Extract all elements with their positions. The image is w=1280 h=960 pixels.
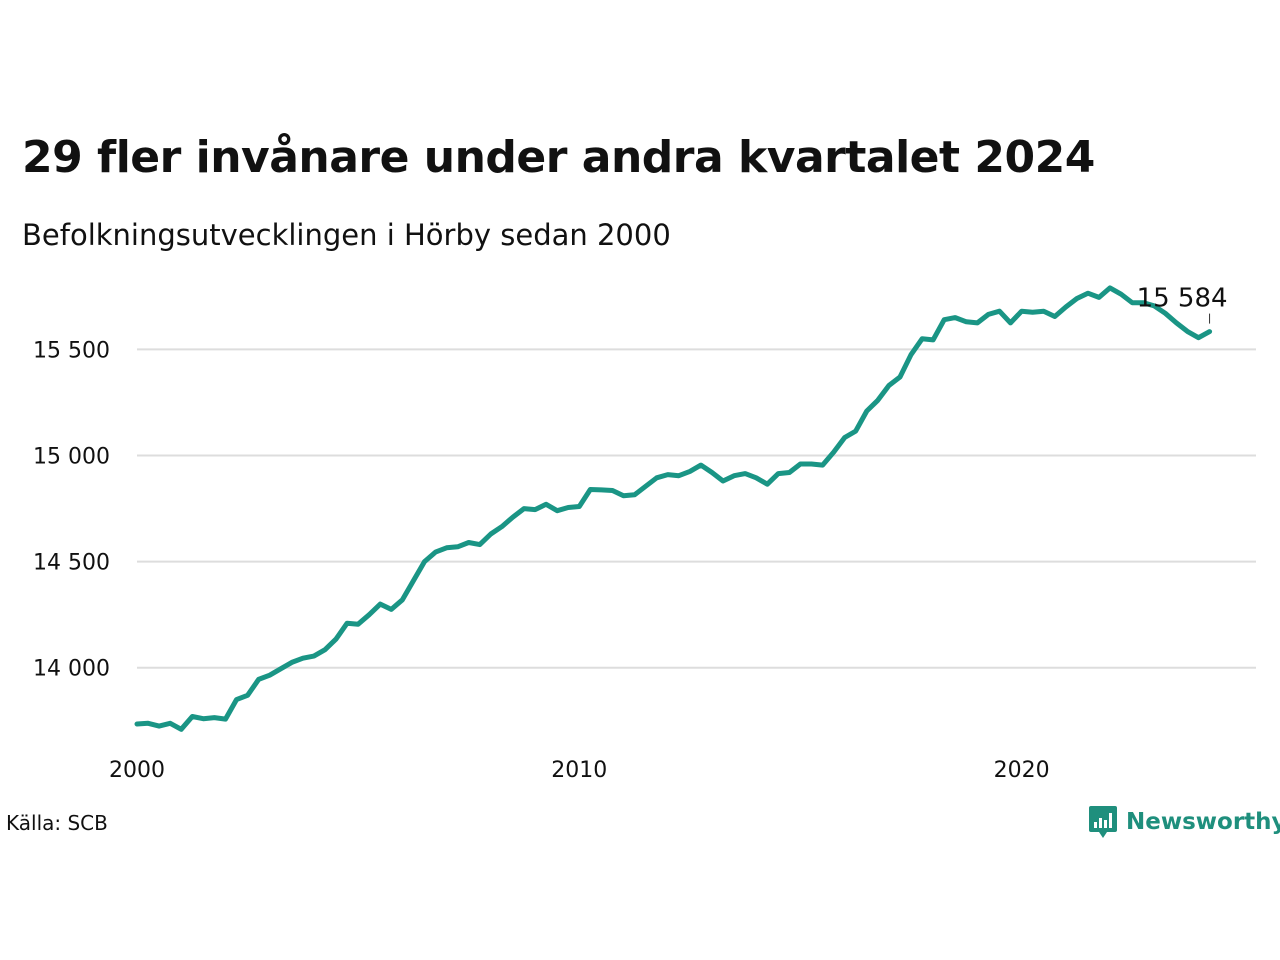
source-note: Källa: SCB [6, 811, 108, 835]
y-tick-label: 15 500 [33, 338, 110, 363]
newsworthy-logo-text: Newsworthy [1126, 809, 1280, 835]
line-chart: 14 000 14 500 15 000 15 500 2000 2010 2020 15… [33, 284, 1256, 783]
x-tick-label: 2010 [551, 758, 607, 783]
y-axis-labels: 14 000 14 500 15 000 15 500 [33, 338, 110, 681]
x-tick-label: 2000 [109, 758, 165, 783]
x-tick-label: 2020 [994, 758, 1050, 783]
chart-subtitle: Befolkningsutvecklingen i Hörby sedan 20… [22, 218, 671, 252]
series-line [134, 285, 1213, 732]
end-value-label: 15 584 [1137, 284, 1228, 314]
gridlines [137, 348, 1256, 669]
y-tick-label: 15 000 [33, 445, 110, 470]
y-tick-label: 14 500 [33, 551, 110, 576]
newsworthy-logo: Newsworthy [1088, 804, 1280, 840]
chart-title: 29 fler invånare under andra kvartalet 2… [22, 132, 1095, 183]
y-tick-label: 14 000 [33, 657, 110, 682]
x-axis-labels: 2000 2010 2020 [109, 758, 1050, 783]
newsworthy-logo-icon [1089, 806, 1117, 838]
